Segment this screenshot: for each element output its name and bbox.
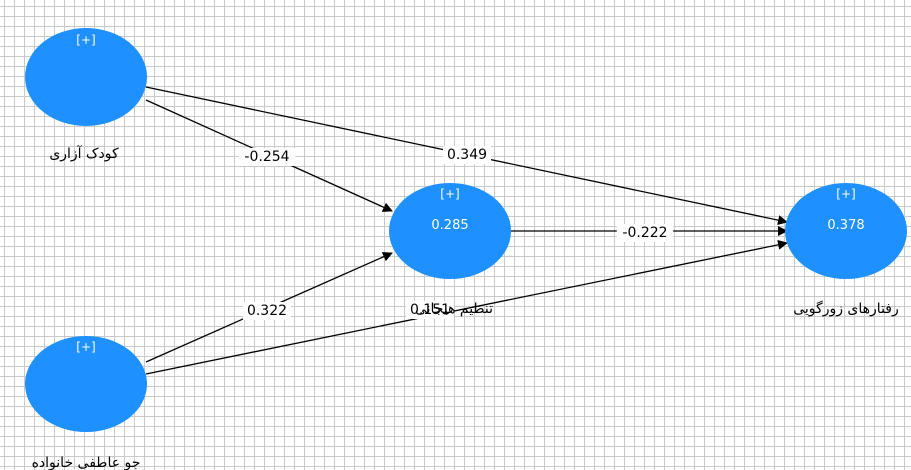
expand-marker[interactable]: [+]: [76, 340, 95, 354]
coefficient-background: [243, 302, 291, 320]
edge-n3-n4[interactable]: -0.222: [511, 224, 788, 242]
construct-ellipse[interactable]: [25, 28, 147, 126]
nodes-layer: [+] کودک آزاری [+] جو عاطفی خانواده [+] 0.285…: [25, 28, 907, 470]
construct-label: رفتارهای زورگویی: [793, 300, 899, 317]
coefficient-background: [616, 224, 674, 242]
construct-ellipse[interactable]: [785, 183, 907, 279]
expand-marker[interactable]: [+]: [440, 187, 459, 201]
path-coefficient-label: 0.322: [247, 303, 287, 319]
path-coefficient-label: -0.222: [622, 225, 667, 241]
edges-layer: -0.254 0.349 0.322 0.151 -0.222: [145, 86, 788, 375]
construct-label: جو عاطفی خانواده: [32, 455, 141, 470]
path-coefficient-label: -0.254: [244, 149, 289, 165]
construct-label: تنظیم هیجانی: [415, 301, 493, 317]
r-squared-value: 0.378: [827, 218, 864, 233]
construct-ellipse[interactable]: [389, 183, 511, 279]
path-coefficient-label: 0.349: [447, 147, 487, 163]
edge-n2-n4[interactable]: 0.151: [145, 239, 788, 375]
coefficient-background: [238, 148, 296, 166]
edge-n2-n3[interactable]: 0.322: [145, 252, 393, 363]
construct-node-n4[interactable]: [+] 0.378 رفتارهای زورگویی: [785, 183, 907, 317]
edge-n1-n4[interactable]: 0.349: [145, 86, 788, 226]
expand-marker[interactable]: [+]: [836, 187, 855, 201]
construct-ellipse[interactable]: [25, 336, 147, 432]
path-coefficient-label: 0.151: [410, 302, 450, 318]
expand-marker[interactable]: [+]: [76, 33, 95, 47]
construct-node-n3[interactable]: [+] 0.285 تنظیم هیجانی: [389, 183, 511, 317]
construct-node-n1[interactable]: [+] کودک آزاری: [25, 28, 147, 162]
edge-n1-n3[interactable]: -0.254: [145, 99, 393, 212]
coefficient-background: [406, 301, 454, 319]
edge-arrow[interactable]: [145, 239, 788, 375]
r-squared-value: 0.285: [431, 218, 468, 233]
construct-node-n2[interactable]: [+] جو عاطفی خانواده: [25, 336, 147, 470]
construct-label: کودک آزاری: [49, 145, 119, 162]
coefficient-background: [443, 146, 491, 164]
